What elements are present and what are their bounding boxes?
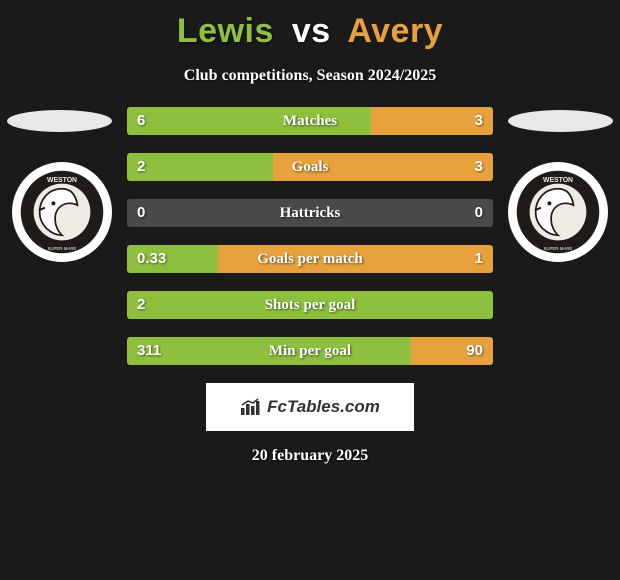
stat-label: Matches <box>127 107 493 135</box>
player1-marker-ellipse <box>7 110 112 132</box>
player2-marker-ellipse <box>508 110 613 132</box>
stat-row: Goals per match0.33 1 <box>127 245 493 273</box>
comparison-infographic: Lewis vs Avery Club competitions, Season… <box>0 0 620 580</box>
svg-text:SUPER·MARE: SUPER·MARE <box>544 246 573 251</box>
stat-value-left: 6 <box>127 107 155 135</box>
stat-value-left: 2 <box>127 291 155 319</box>
svg-text:WESTON: WESTON <box>47 177 77 184</box>
stat-label: Goals <box>127 153 493 181</box>
club-crest-icon: WESTON SUPER·MARE <box>515 169 601 255</box>
stat-label: Shots per goal <box>127 291 493 319</box>
stat-value-left: 0 <box>127 199 155 227</box>
stat-value-right: 0 <box>465 199 493 227</box>
stat-row: Hattricks0 0 <box>127 199 493 227</box>
stat-row: Matches6 3 <box>127 107 493 135</box>
player2-name: Avery <box>347 12 443 50</box>
club-crest-icon: WESTON SUPER·MARE <box>19 169 105 255</box>
chart-icon <box>240 398 262 416</box>
stat-row: Min per goal311 90 <box>127 337 493 365</box>
stat-value-right: 3 <box>465 107 493 135</box>
vs-text: vs <box>292 12 331 50</box>
svg-text:SUPER·MARE: SUPER·MARE <box>48 246 77 251</box>
content-area: WESTON SUPER·MARE WESTON SUPER·MARE Matc… <box>0 107 620 365</box>
stat-value-right: 90 <box>456 337 493 365</box>
stat-value-right: 1 <box>465 245 493 273</box>
stat-value-right: 3 <box>465 153 493 181</box>
stat-value-left: 0.33 <box>127 245 176 273</box>
svg-text:WESTON: WESTON <box>543 177 573 184</box>
brand-text: FcTables.com <box>267 397 380 417</box>
stat-bars: Matches63Goals23Hattricks00Goals per mat… <box>127 107 493 365</box>
stat-value-left: 311 <box>127 337 171 365</box>
page-title: Lewis vs Avery <box>0 0 620 51</box>
brand-footer: FcTables.com <box>206 383 414 431</box>
stat-label: Goals per match <box>127 245 493 273</box>
stat-label: Min per goal <box>127 337 493 365</box>
stat-value-left: 2 <box>127 153 155 181</box>
subtitle: Club competitions, Season 2024/2025 <box>0 67 620 85</box>
stat-label: Hattricks <box>127 199 493 227</box>
date-text: 20 february 2025 <box>0 447 620 465</box>
player1-club-badge: WESTON SUPER·MARE <box>12 162 112 262</box>
player1-name: Lewis <box>177 12 274 50</box>
player2-club-badge: WESTON SUPER·MARE <box>508 162 608 262</box>
stat-row: Shots per goal2 <box>127 291 493 319</box>
stat-row: Goals2 3 <box>127 153 493 181</box>
